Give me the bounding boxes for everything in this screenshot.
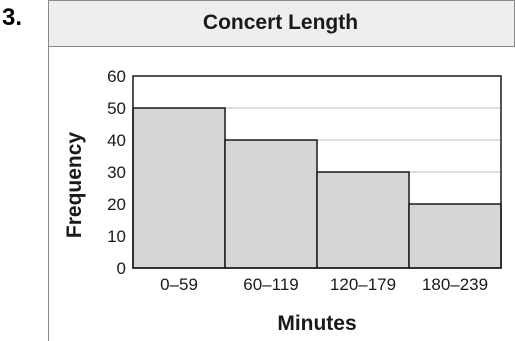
problem-number: 3. [2,4,23,31]
x-tick-label: 180–239 [422,275,488,294]
figure-left-rule [48,45,49,341]
y-axis-label: Frequency [63,132,86,239]
bar-layer [132,107,502,269]
y-tick-label: 50 [107,99,126,118]
plot-frame [132,75,502,269]
y-tick-label: 0 [117,259,126,278]
histogram-bar [408,203,502,269]
histogram-bar [224,139,318,269]
y-tick-label: 10 [107,227,126,246]
y-tick-label: 20 [107,195,126,214]
x-tick-label: 60–119 [243,275,298,294]
histogram-bar [316,171,410,269]
histogram-bar [132,107,226,269]
y-tick-label: 30 [107,163,126,182]
x-tick-label: 0–59 [160,275,198,294]
y-tick-label: 40 [107,131,126,150]
x-tick-label: 120–179 [330,275,396,294]
axis-layer: 0 10 20 30 40 50 60 0–59 60–119 120–179 180–239 [107,67,502,294]
x-axis-label: Minutes [277,312,356,335]
chart-title: Concert Length [202,11,359,34]
y-tick-label: 60 [107,67,126,86]
